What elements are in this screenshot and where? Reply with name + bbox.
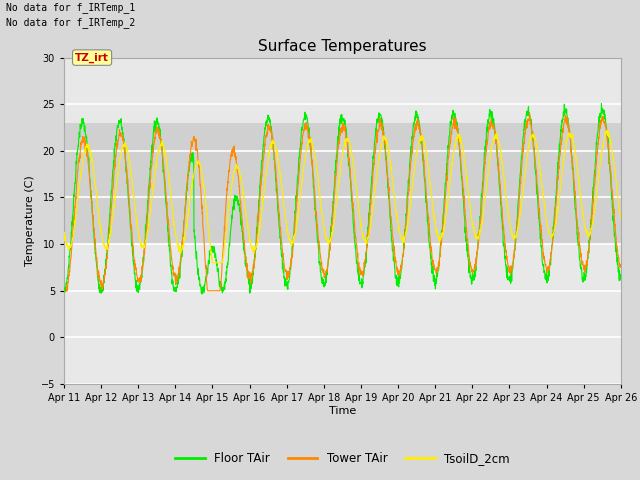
Text: No data for f_IRTemp_1: No data for f_IRTemp_1 bbox=[6, 2, 136, 13]
Y-axis label: Temperature (C): Temperature (C) bbox=[25, 175, 35, 266]
Text: TZ_irt: TZ_irt bbox=[75, 52, 109, 63]
X-axis label: Time: Time bbox=[329, 406, 356, 416]
Bar bbox=[64, 123, 621, 244]
Text: No data for f_IRTemp_2: No data for f_IRTemp_2 bbox=[6, 17, 136, 28]
Title: Surface Temperatures: Surface Temperatures bbox=[258, 39, 427, 54]
Legend: Floor TAir, Tower TAir, TsoilD_2cm: Floor TAir, Tower TAir, TsoilD_2cm bbox=[170, 447, 515, 469]
